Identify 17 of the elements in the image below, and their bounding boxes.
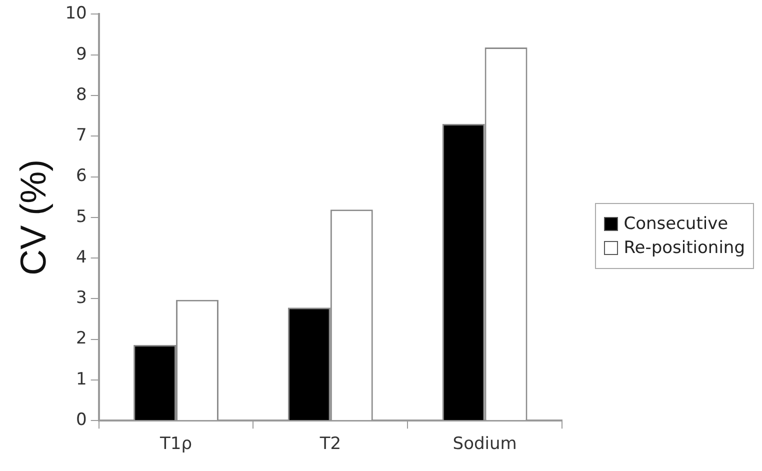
- x-tick-label: Sodium: [452, 434, 517, 454]
- y-tick-label: 0: [76, 410, 87, 430]
- y-tick-label: 5: [76, 206, 87, 227]
- y-tick-label: 4: [76, 247, 87, 268]
- y-tick-label: 2: [76, 328, 87, 349]
- y-tick-label: 1: [76, 369, 87, 390]
- y-tick-label: 7: [76, 126, 87, 146]
- y-tick-label: 10: [65, 4, 87, 24]
- y-tick-label: 9: [76, 44, 87, 64]
- x-tick-label: T1ρ: [159, 434, 192, 454]
- x-tick-label: T2: [318, 434, 342, 454]
- y-tick-label: 8: [76, 84, 87, 105]
- legend-label: Re-positioning: [624, 238, 745, 258]
- y-axis-title: CV (%): [12, 159, 54, 276]
- y-tick-label: 6: [76, 166, 87, 186]
- legend-label: Consecutive: [624, 214, 728, 234]
- y-tick-label: 3: [76, 288, 87, 308]
